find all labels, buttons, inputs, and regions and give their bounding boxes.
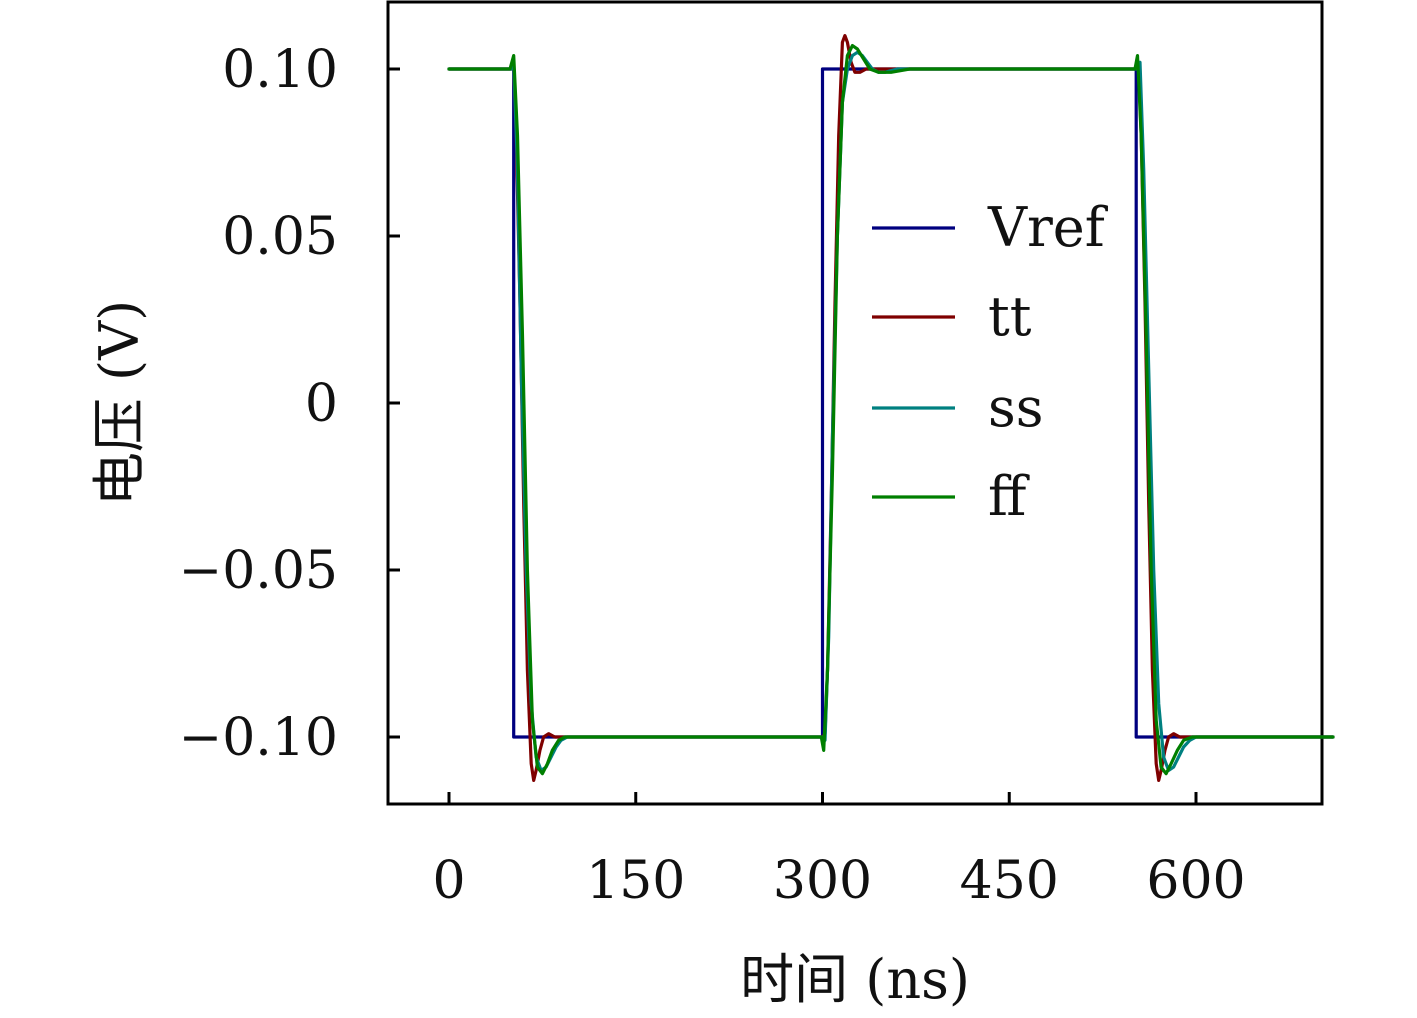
y-tick-label: 0	[305, 374, 338, 434]
series-line-vref	[447, 67, 1335, 739]
series-line-tt	[447, 33, 1335, 783]
series-line-ff	[447, 43, 1335, 776]
x-tick-label: 150	[586, 851, 685, 911]
y-tick-label: −0.10	[179, 708, 338, 768]
plot-frame	[386, 0, 1324, 806]
legend-label-ff: ff	[988, 465, 1030, 528]
y-axis: 0.10 0.05 0 −0.05 −0.10	[179, 40, 400, 768]
legend-label-ss: ss	[988, 376, 1043, 439]
x-axis: 0 150 300 450 600	[432, 792, 1246, 911]
legend: Vref tt ss ff	[872, 196, 1109, 528]
series-layer	[447, 33, 1335, 783]
legend-label-vref: Vref	[987, 196, 1109, 259]
x-tick-label: 300	[773, 851, 872, 911]
y-tick-label: −0.05	[179, 541, 338, 601]
x-axis-label: 时间 (ns)	[740, 948, 970, 1011]
y-tick-label: 0.05	[222, 207, 338, 267]
x-tick-label: 450	[960, 851, 1059, 911]
y-axis-label: 电压 (V)	[88, 300, 151, 506]
legend-label-tt: tt	[988, 285, 1032, 348]
y-tick-label: 0.10	[222, 40, 338, 100]
plot-area	[386, 0, 1335, 806]
x-tick-label: 0	[432, 851, 465, 911]
x-tick-label: 600	[1146, 851, 1245, 911]
